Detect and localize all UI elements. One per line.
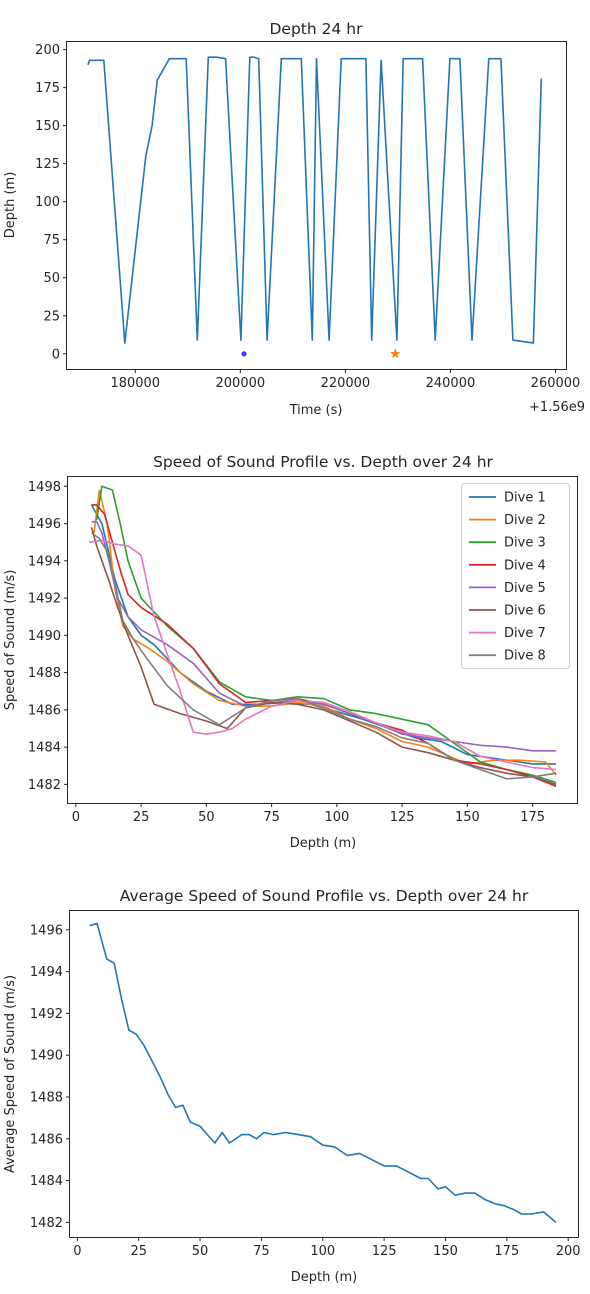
speed-of-sound-chart-ytick-label: 1484 [28, 741, 61, 756]
depth-chart-xtick-label: 220000 [321, 376, 371, 391]
legend-label-dive-7: Dive 7 [504, 626, 546, 641]
average-speed-of-sound-chart-ytick-label: 1492 [30, 1007, 63, 1022]
speed-of-sound-chart-xtick-label: 125 [390, 810, 415, 825]
average-speed-of-sound-chart-xtick-label: 200 [556, 1244, 581, 1259]
depth-chart-ytick-label: 100 [35, 195, 60, 210]
speed-of-sound-chart-xlabel: Depth (m) [290, 836, 357, 851]
average-speed-of-sound-chart-xtick-label: 150 [433, 1244, 458, 1259]
depth-chart: Depth 24 hr 180000 200000 220000 240000 2600… [3, 20, 585, 418]
speed-of-sound-chart-xtick-label: 175 [520, 810, 545, 825]
average-speed-of-sound-chart-ytick-label: 1494 [30, 965, 63, 980]
legend-label-dive-1: Dive 1 [504, 491, 546, 506]
speed-of-sound-chart-xtick-label: 100 [324, 810, 349, 825]
speed-of-sound-chart-ytick-label: 1492 [28, 592, 61, 607]
average-speed-of-sound-chart: Average Speed of Sound Profile vs. Depth… [3, 887, 581, 1285]
speed-of-sound-chart-series-dive-8 [91, 532, 557, 780]
depth-chart-ytick-label: 175 [35, 81, 60, 96]
speed-of-sound-chart-ytick-label: 1486 [28, 703, 61, 718]
average-speed-of-sound-chart-xtick-label: 75 [253, 1244, 270, 1259]
speed-of-sound-chart: Speed of Sound Profile vs. Depth over 24… [3, 453, 578, 851]
average-speed-of-sound-chart-xtick-label: 125 [372, 1244, 397, 1259]
average-speed-of-sound-chart-xlabel: Depth (m) [291, 1270, 358, 1285]
average-speed-of-sound-chart-axes-frame [69, 910, 579, 1238]
depth-chart-ylabel: Depth (m) [3, 172, 18, 239]
depth-chart-title: Depth 24 hr [270, 20, 364, 38]
depth-chart-series-line [87, 56, 543, 344]
speed-of-sound-chart-series-dive-3 [95, 485, 557, 784]
legend-label-dive-8: Dive 8 [504, 649, 546, 664]
average-speed-of-sound-chart-xtick-label: 0 [73, 1244, 81, 1259]
legend-label-dive-4: Dive 4 [504, 558, 546, 573]
depth-chart-dot-marker [241, 351, 247, 357]
average-speed-of-sound-chart-xtick-label: 25 [130, 1244, 147, 1259]
average-speed-of-sound-chart-xtick-label: 175 [494, 1244, 519, 1259]
depth-chart-xtick-label: 260000 [531, 376, 581, 391]
average-speed-of-sound-chart-ylabel: Average Speed of Sound (m/s) [3, 975, 18, 1173]
average-speed-of-sound-chart-ytick-label: 1490 [30, 1049, 63, 1064]
depth-chart-x-offset-label: +1.56e9 [529, 400, 585, 415]
speed-of-sound-chart-ylabel: Speed of Sound (m/s) [3, 570, 18, 711]
depth-chart-ytick-label: 50 [43, 271, 60, 286]
depth-chart-ytick-label: 0 [52, 347, 60, 362]
speed-of-sound-chart-ytick-label: 1490 [28, 629, 61, 644]
average-speed-of-sound-chart-ytick-label: 1482 [30, 1216, 63, 1231]
depth-chart-xtick-label: 200000 [216, 376, 266, 391]
speed-of-sound-chart-ytick-label: 1496 [28, 517, 61, 532]
average-speed-of-sound-chart-xtick-label: 50 [192, 1244, 209, 1259]
depth-chart-xtick-label: 180000 [110, 376, 160, 391]
speed-of-sound-chart-xtick-label: 75 [263, 810, 280, 825]
legend-label-dive-3: Dive 3 [504, 536, 546, 551]
speed-of-sound-chart-xtick-label: 25 [133, 810, 150, 825]
legend: Dive 1 Dive 2 Dive 3 Dive 4 Dive 5 Dive 6 Dive… [461, 483, 570, 669]
average-speed-of-sound-chart-ytick-label: 1484 [30, 1174, 63, 1189]
speed-of-sound-chart-ytick-label: 1498 [28, 480, 61, 495]
legend-label-dive-6: Dive 6 [504, 604, 546, 619]
speed-of-sound-chart-ytick-label: 1494 [28, 554, 61, 569]
legend-frame [461, 483, 570, 669]
depth-chart-xtick-label: 240000 [426, 376, 476, 391]
speed-of-sound-chart-xtick-label: 50 [198, 810, 215, 825]
depth-chart-ytick-label: 150 [35, 119, 60, 134]
average-speed-of-sound-chart-ytick-label: 1496 [30, 923, 63, 938]
depth-chart-ytick-label: 200 [35, 43, 60, 58]
depth-chart-ytick-label: 75 [43, 233, 60, 248]
depth-chart-xlabel: Time (s) [289, 403, 343, 418]
depth-chart-ytick-label: 125 [35, 157, 60, 172]
average-speed-of-sound-chart-title: Average Speed of Sound Profile vs. Depth… [120, 887, 529, 905]
depth-chart-axes-frame [66, 41, 567, 370]
speed-of-sound-chart-title: Speed of Sound Profile vs. Depth over 24… [153, 453, 493, 471]
legend-label-dive-5: Dive 5 [504, 581, 546, 596]
depth-chart-star-marker [390, 348, 401, 359]
speed-of-sound-chart-xtick-label: 0 [72, 810, 80, 825]
speed-of-sound-chart-axes-frame [67, 476, 578, 804]
average-speed-of-sound-chart-ytick-label: 1486 [30, 1132, 63, 1147]
legend-label-dive-2: Dive 2 [504, 513, 546, 528]
average-speed-of-sound-chart-ytick-label: 1488 [30, 1090, 63, 1105]
speed-of-sound-chart-series-dive-7 [88, 539, 557, 771]
average-speed-of-sound-chart-xtick-label: 100 [310, 1244, 335, 1259]
speed-of-sound-chart-ytick-label: 1488 [28, 666, 61, 681]
average-speed-of-sound-chart-series-line [89, 922, 557, 1224]
speed-of-sound-chart-ytick-label: 1482 [28, 778, 61, 793]
speed-of-sound-chart-xtick-label: 150 [455, 810, 480, 825]
depth-chart-ytick-label: 25 [43, 309, 60, 324]
